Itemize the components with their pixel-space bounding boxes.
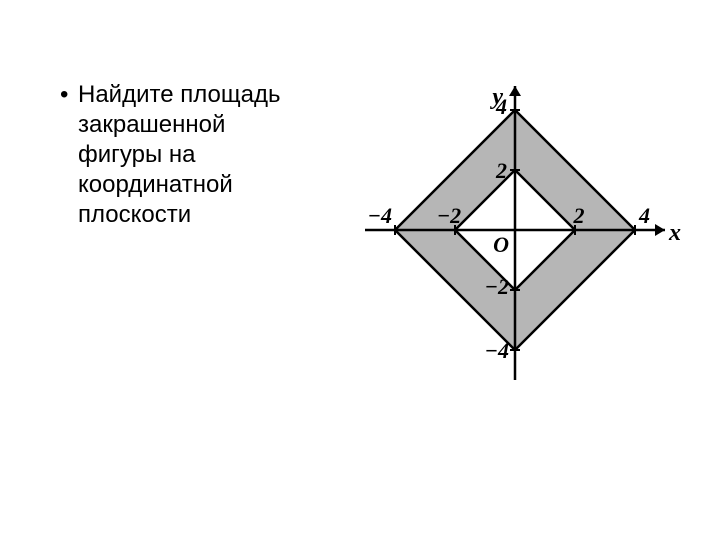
prompt-block: • Найдите площадь закрашенной фигуры на … <box>60 80 290 230</box>
prompt-text: Найдите площадь закрашенной фигуры на ко… <box>78 80 290 230</box>
x-axis-arrow <box>655 224 665 236</box>
coordinate-figure: −4−224−4−224Oxy <box>345 75 685 385</box>
y-tick-label: −2 <box>485 274 509 299</box>
y-tick-label: −4 <box>485 338 509 363</box>
slide: • Найдите площадь закрашенной фигуры на … <box>0 0 720 540</box>
diagram-svg: −4−224−4−224Oxy <box>345 75 685 385</box>
x-tick-label: 2 <box>573 203 585 228</box>
x-tick-label: −4 <box>368 203 392 228</box>
x-tick-label: −2 <box>437 203 461 228</box>
y-axis-arrow <box>509 86 521 96</box>
x-tick-label: 4 <box>638 203 650 228</box>
bullet-marker: • <box>60 80 78 230</box>
origin-label: O <box>493 232 509 257</box>
y-tick-label: 2 <box>495 158 507 183</box>
bullet-item: • Найдите площадь закрашенной фигуры на … <box>60 80 290 230</box>
y-axis-label: y <box>489 84 503 110</box>
x-axis-label: x <box>668 220 681 246</box>
